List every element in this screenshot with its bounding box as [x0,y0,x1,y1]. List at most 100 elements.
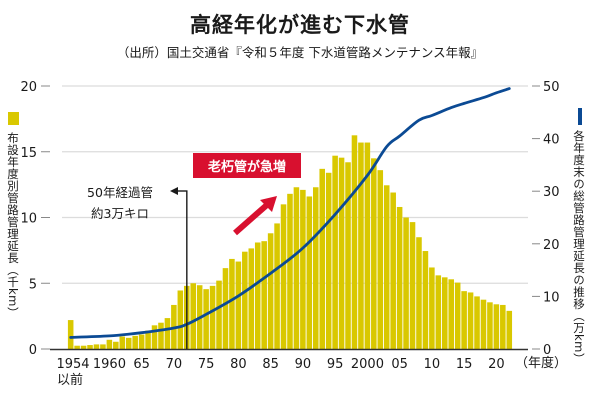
bar [190,283,196,349]
line-legend-swatch [578,108,582,125]
bar-legend-swatch [8,112,19,125]
bar [493,304,500,349]
right-tick-label: 40 [543,133,560,148]
bar [293,187,300,349]
bar [325,172,332,349]
x-tick-sublabel: 以前 [57,372,83,388]
x-tick-label: 05 [391,357,408,372]
bar [158,322,164,349]
right-tick-label: 50 [543,80,560,95]
bar [151,325,158,349]
left-tick-label: 10 [20,212,37,227]
bar [474,296,480,349]
bar [177,290,184,349]
bar-series [67,135,513,349]
bar [435,275,442,349]
bar [454,282,461,349]
bar [506,310,513,349]
bar [222,268,229,349]
bar [300,189,306,349]
bar [500,304,506,349]
left-tick-label: 20 [20,80,37,95]
bar [138,334,145,349]
x-tick-label: 2000 [351,357,384,372]
bar [164,318,171,349]
bar [242,251,248,349]
chart-source: （出所）国土交通省『令和５年度 下水道管路メンテナンス年報』 [116,45,484,60]
right-axis-ticks: 0 10 20 30 40 50 [532,80,560,358]
fifty-year-label-line2: 約3万キロ [91,206,149,221]
x-tick-label: 20 [488,357,505,372]
bar [203,289,209,349]
bar [390,192,396,349]
bar [80,345,87,349]
bar [280,204,287,349]
right-tick-label: 0 [543,343,551,358]
bar [287,193,293,349]
bar [345,162,351,349]
x-tick-label: 1954 [56,357,89,372]
bar [93,344,100,349]
bar [409,222,416,349]
surge-label-box [193,153,301,178]
bar [267,233,274,349]
bar [422,251,429,349]
bar [461,291,467,349]
fifty-year-label-line1: 50年経過管 [87,185,153,200]
bar [261,241,267,349]
bar [396,206,403,349]
right-tick-label: 30 [543,185,560,200]
bar [74,345,80,349]
bar [216,280,222,349]
bar [132,335,138,349]
bar [145,330,151,349]
x-axis-unit-label: （年度） [515,355,567,371]
bar [313,187,319,349]
arrow-left-icon [170,187,178,195]
bar [429,267,435,349]
left-tick-label: 15 [20,146,37,161]
bar [480,299,487,349]
x-tick-label: 1960 [93,357,126,372]
left-tick-label: 0 [29,343,37,358]
bar [306,196,313,349]
bar [67,320,74,349]
bar [442,277,448,349]
bar [319,168,325,349]
bar [364,142,371,349]
bar [358,142,364,349]
line-series [69,87,511,339]
x-tick-label: 95 [327,357,344,372]
bar [403,217,409,349]
bar [229,258,235,349]
arrow-up-right-icon [260,196,277,212]
bar [113,341,119,349]
total-length-line [69,87,511,339]
right-axis-label: 各年度末の総管路管理延長の推移（万km） [572,130,586,365]
x-tick-label: 10 [424,357,441,372]
left-axis-ticks: 0 5 10 15 20 [20,80,50,358]
left-tick-label: 5 [29,277,37,292]
x-tick-label: 75 [198,357,215,372]
bar [383,185,390,349]
x-tick-label: 15 [456,357,473,372]
x-tick-label: 70 [166,357,183,372]
surge-label: 老朽管が急増 [207,159,286,175]
bar [377,170,384,349]
right-tick-label: 20 [543,238,560,253]
right-tick-label: 10 [543,290,560,305]
x-tick-label: 80 [230,357,247,372]
bar [125,337,132,349]
left-axis-label: 布設年度別管路管理延長（千km） [6,132,20,319]
bar [332,155,338,349]
bar [106,339,113,349]
bar [371,158,377,349]
bar [448,279,454,349]
bar [487,302,493,349]
bar [351,135,358,349]
bar [119,336,126,349]
bar [235,261,242,349]
bar [467,292,474,349]
bar [248,248,255,349]
